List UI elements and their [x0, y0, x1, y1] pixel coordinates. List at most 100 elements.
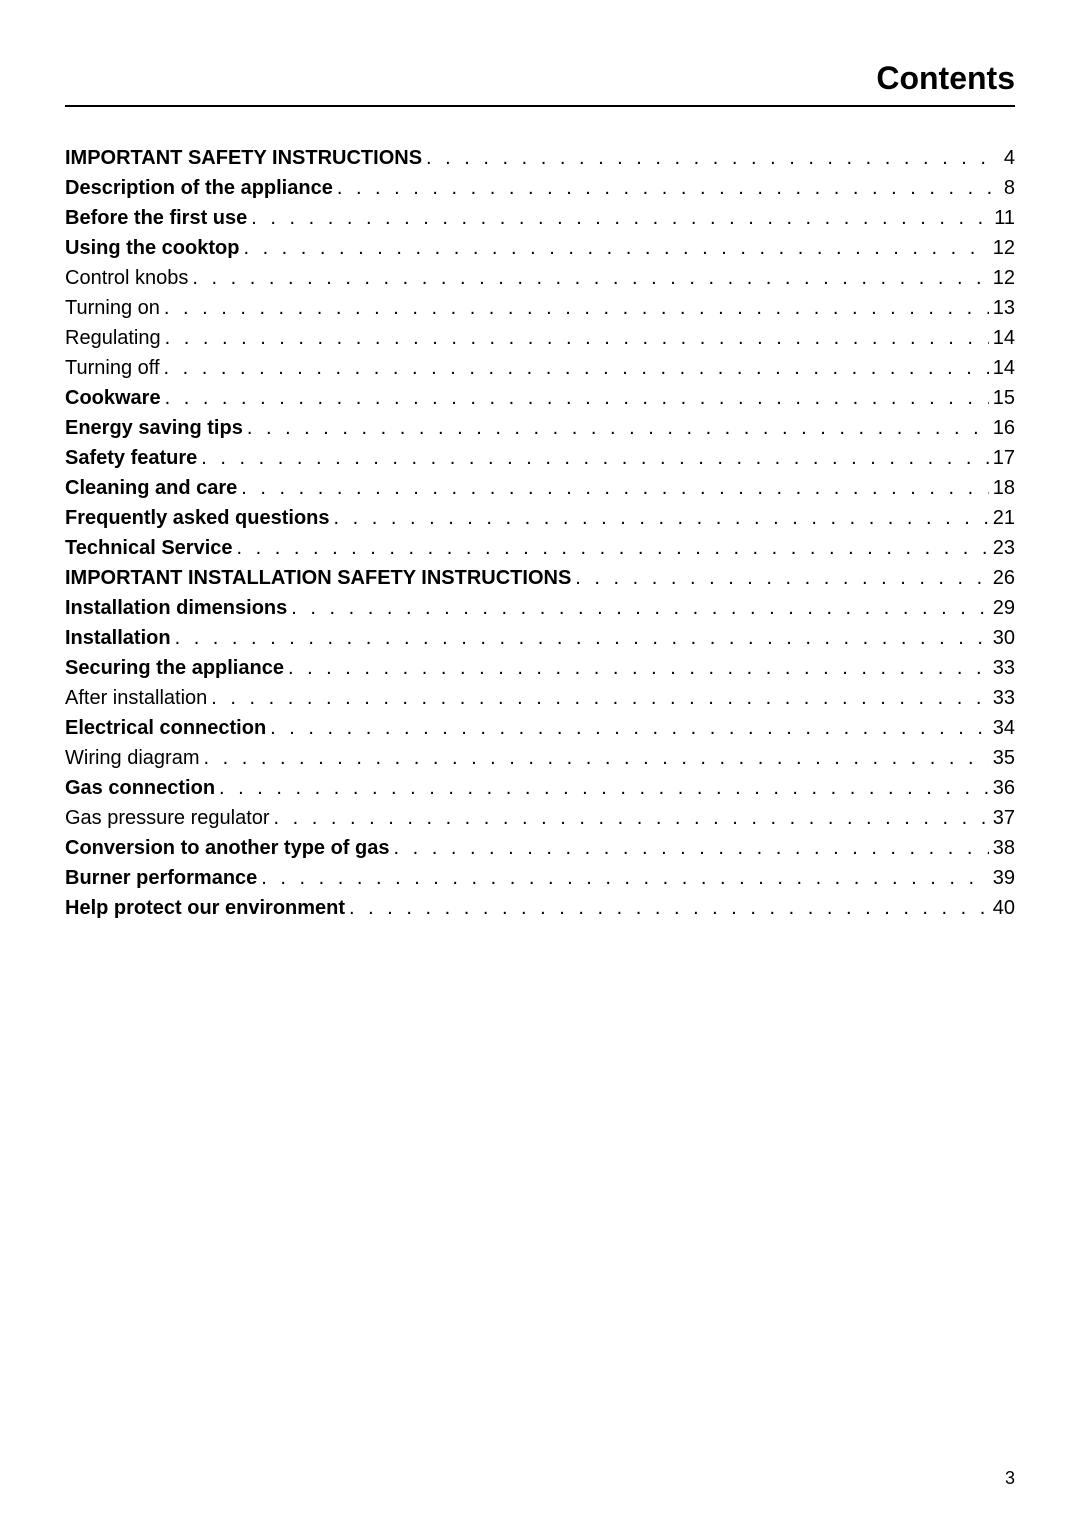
toc-dot-leader — [422, 147, 1000, 170]
toc-entry: IMPORTANT INSTALLATION SAFETY INSTRUCTIO… — [65, 567, 1015, 590]
toc-entry-page: 37 — [989, 807, 1015, 830]
toc-entry-page: 15 — [989, 387, 1015, 410]
toc-entry-page: 29 — [989, 597, 1015, 620]
toc-entry-label: Conversion to another type of gas — [65, 837, 389, 860]
toc-dot-leader — [197, 447, 988, 470]
toc-dot-leader — [199, 747, 988, 770]
page-number: 3 — [1005, 1468, 1015, 1489]
toc-entry: Installation 30 — [65, 627, 1015, 650]
toc-dot-leader — [161, 327, 989, 350]
page-header: Contents — [65, 60, 1015, 107]
toc-entry-page: 21 — [989, 507, 1015, 530]
toc-entry-page: 34 — [989, 717, 1015, 740]
toc-entry-label: Wiring diagram — [65, 747, 199, 770]
toc-entry-label: Before the first use — [65, 207, 247, 230]
toc-dot-leader — [270, 807, 989, 830]
toc-entry-page: 33 — [989, 687, 1015, 710]
toc-entry-page: 11 — [990, 207, 1015, 230]
toc-entry: Electrical connection 34 — [65, 717, 1015, 740]
toc-entry-label: Cookware — [65, 387, 161, 410]
toc-entry-label: Control knobs — [65, 267, 188, 290]
toc-entry-page: 12 — [989, 267, 1015, 290]
toc-entry: Help protect our environment 40 — [65, 897, 1015, 920]
toc-entry-label: Installation — [65, 627, 171, 650]
toc-entry: Cleaning and care 18 — [65, 477, 1015, 500]
toc-entry-page: 4 — [1000, 147, 1015, 170]
toc-dot-leader — [188, 267, 988, 290]
toc-dot-leader — [345, 897, 989, 920]
toc-entry-label: Cleaning and care — [65, 477, 237, 500]
toc-dot-leader — [333, 177, 1000, 200]
toc-entry: Description of the appliance 8 — [65, 177, 1015, 200]
toc-dot-leader — [330, 507, 989, 530]
toc-entry-page: 17 — [989, 447, 1015, 470]
toc-entry: Safety feature17 — [65, 447, 1015, 470]
toc-entry-page: 18 — [989, 477, 1015, 500]
toc-entry-label: Gas pressure regulator — [65, 807, 270, 830]
toc-entry-page: 23 — [989, 537, 1015, 560]
toc-entry-label: Installation dimensions — [65, 597, 287, 620]
toc-entry: Installation dimensions 29 — [65, 597, 1015, 620]
toc-entry: After installation 33 — [65, 687, 1015, 710]
toc-dot-leader — [247, 207, 990, 230]
toc-dot-leader — [237, 477, 988, 500]
toc-entry-label: Regulating — [65, 327, 161, 350]
table-of-contents: IMPORTANT SAFETY INSTRUCTIONS 4 Descriptio… — [65, 147, 1015, 920]
toc-entry: Using the cooktop12 — [65, 237, 1015, 260]
toc-dot-leader — [239, 237, 988, 260]
toc-dot-leader — [215, 777, 989, 800]
toc-entry-label: Burner performance — [65, 867, 257, 890]
toc-entry-label: Gas connection — [65, 777, 215, 800]
toc-entry: Gas pressure regulator 37 — [65, 807, 1015, 830]
toc-entry-label: IMPORTANT INSTALLATION SAFETY INSTRUCTIO… — [65, 567, 571, 590]
toc-entry: Energy saving tips 16 — [65, 417, 1015, 440]
toc-entry-page: 14 — [989, 327, 1015, 350]
toc-entry-label: Help protect our environment — [65, 897, 345, 920]
toc-entry-page: 8 — [1000, 177, 1015, 200]
toc-entry: Control knobs 12 — [65, 267, 1015, 290]
toc-entry-page: 40 — [989, 897, 1015, 920]
toc-entry-label: Turning on — [65, 297, 160, 320]
toc-entry: Conversion to another type of gas 38 — [65, 837, 1015, 860]
toc-entry: Wiring diagram 35 — [65, 747, 1015, 770]
toc-dot-leader — [266, 717, 989, 740]
toc-entry-label: Technical Service — [65, 537, 233, 560]
toc-dot-leader — [243, 417, 989, 440]
toc-entry-label: IMPORTANT SAFETY INSTRUCTIONS — [65, 147, 422, 170]
toc-entry: Turning off14 — [65, 357, 1015, 380]
toc-entry-page: 38 — [989, 837, 1015, 860]
toc-entry: Frequently asked questions21 — [65, 507, 1015, 530]
toc-entry-page: 39 — [989, 867, 1015, 890]
toc-dot-leader — [284, 657, 989, 680]
toc-entry-label: Electrical connection — [65, 717, 266, 740]
toc-dot-leader — [207, 687, 988, 710]
toc-entry: Technical Service 23 — [65, 537, 1015, 560]
toc-entry-page: 13 — [989, 297, 1015, 320]
toc-entry: Regulating 14 — [65, 327, 1015, 350]
toc-entry: Securing the appliance 33 — [65, 657, 1015, 680]
toc-entry-label: Energy saving tips — [65, 417, 243, 440]
toc-entry-label: Using the cooktop — [65, 237, 239, 260]
toc-dot-leader — [160, 297, 989, 320]
toc-entry-page: 30 — [989, 627, 1015, 650]
toc-dot-leader — [161, 387, 989, 410]
toc-entry-label: Securing the appliance — [65, 657, 284, 680]
toc-entry-label: After installation — [65, 687, 207, 710]
toc-entry: Gas connection 36 — [65, 777, 1015, 800]
toc-entry-page: 33 — [989, 657, 1015, 680]
toc-entry-label: Turning off — [65, 357, 160, 380]
page-title: Contents — [65, 60, 1015, 97]
toc-entry-page: 16 — [989, 417, 1015, 440]
page-container: Contents IMPORTANT SAFETY INSTRUCTIONS 4 D… — [0, 0, 1080, 1529]
toc-entry: IMPORTANT SAFETY INSTRUCTIONS 4 — [65, 147, 1015, 170]
toc-entry-page: 36 — [989, 777, 1015, 800]
toc-dot-leader — [233, 537, 989, 560]
toc-entry-label: Description of the appliance — [65, 177, 333, 200]
toc-dot-leader — [257, 867, 988, 890]
toc-entry-page: 35 — [989, 747, 1015, 770]
toc-dot-leader — [160, 357, 989, 380]
toc-dot-leader — [571, 567, 988, 590]
toc-entry: Burner performance 39 — [65, 867, 1015, 890]
toc-dot-leader — [171, 627, 989, 650]
toc-dot-leader — [287, 597, 988, 620]
